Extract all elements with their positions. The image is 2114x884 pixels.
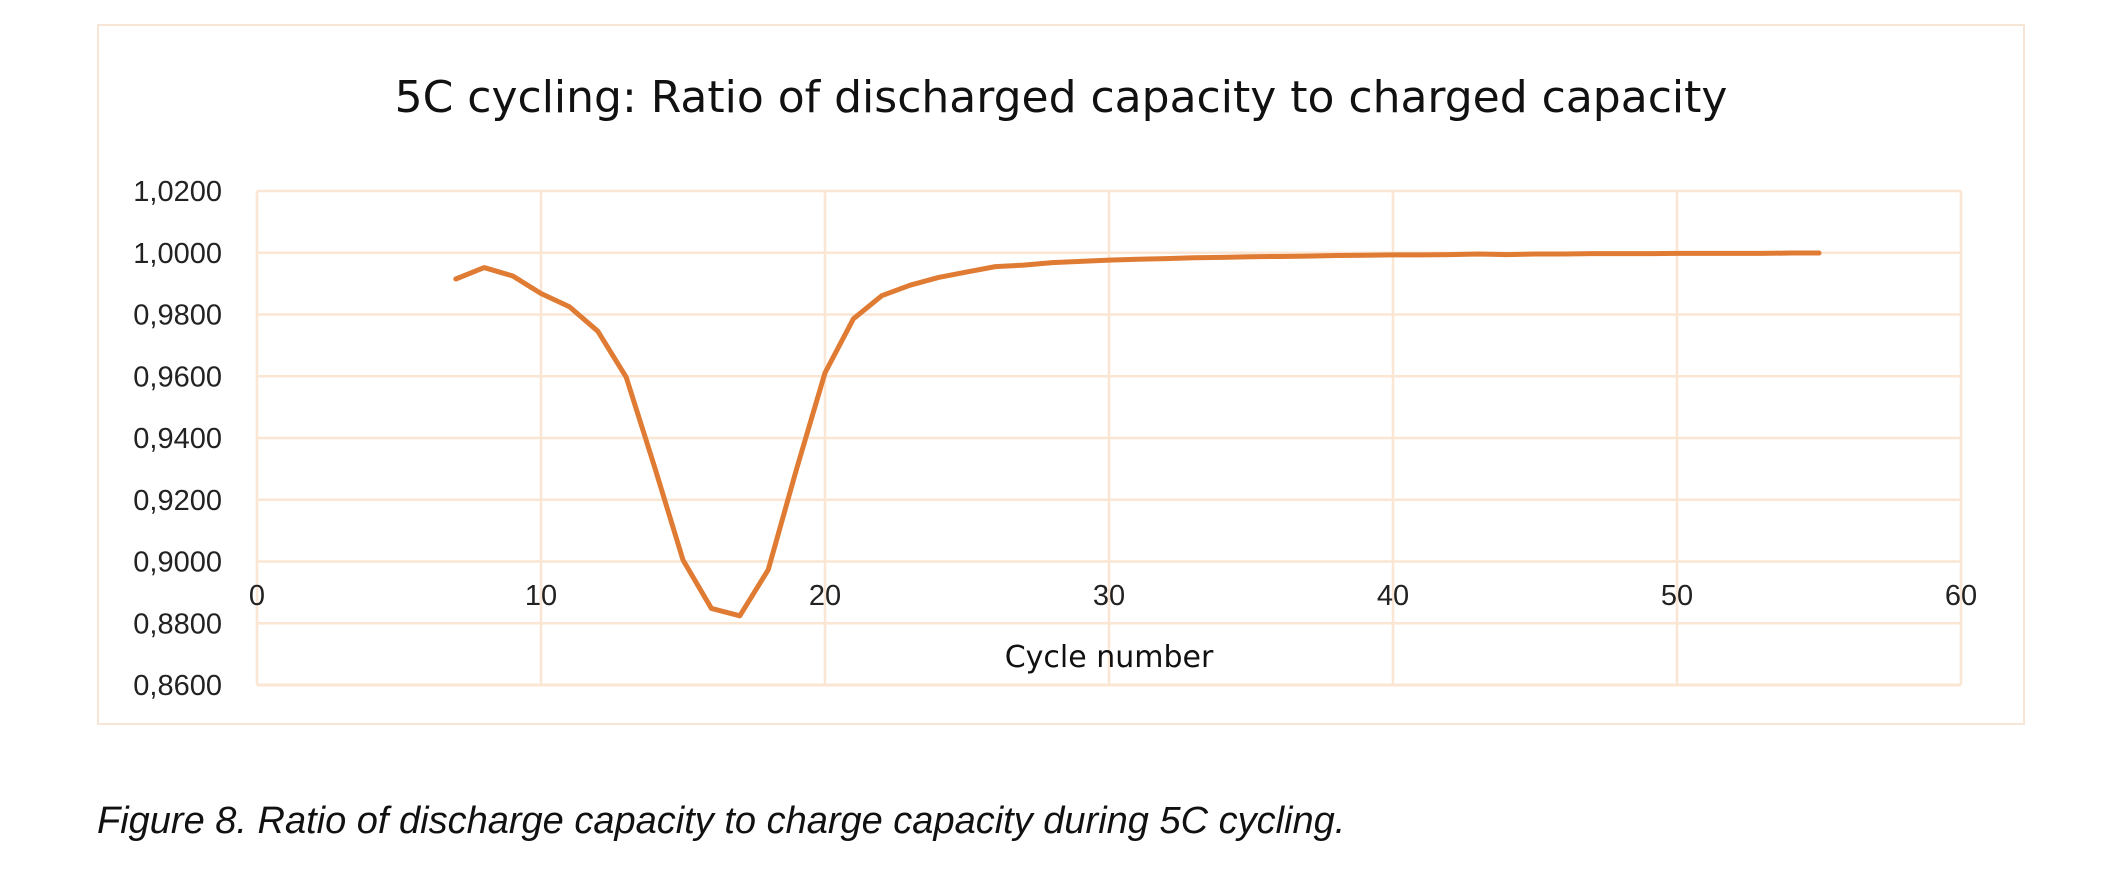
grid [255, 189, 1963, 687]
x-tick-label: 10 [525, 580, 557, 612]
chart-frame [97, 24, 2025, 725]
x-axis-label: Cycle number [1005, 640, 1214, 675]
x-axis-ticks: 0 10 20 30 40 50 60 [249, 580, 1977, 612]
x-tick-label: 50 [1661, 580, 1693, 612]
x-tick-label: 40 [1377, 580, 1409, 612]
series [453, 250, 1822, 619]
x-tick-label: 20 [809, 580, 841, 612]
y-tick-label: 0,8600 [133, 670, 222, 702]
y-axis-ticks: 0,8600 0,8800 0,9000 0,9200 0,9400 0,9600 0,98… [133, 176, 222, 702]
x-tick-label: 0 [249, 580, 265, 612]
chart-title: 5C cycling: Ratio of discharged capacity… [395, 72, 1728, 123]
y-tick-label: 0,8800 [133, 608, 222, 640]
x-tick-label: 60 [1945, 580, 1977, 612]
y-tick-label: 1,0200 [133, 176, 222, 208]
y-tick-label: 0,9600 [133, 361, 222, 393]
x-tick-label: 30 [1093, 580, 1125, 612]
y-tick-label: 0,9000 [133, 547, 222, 579]
y-tick-label: 0,9400 [133, 423, 222, 455]
y-tick-label: 0,9200 [133, 485, 222, 517]
y-tick-label: 1,0000 [133, 238, 222, 270]
figure-caption: Figure 8. Ratio of discharge capacity to… [97, 800, 1346, 842]
y-tick-label: 0,9800 [133, 300, 222, 332]
